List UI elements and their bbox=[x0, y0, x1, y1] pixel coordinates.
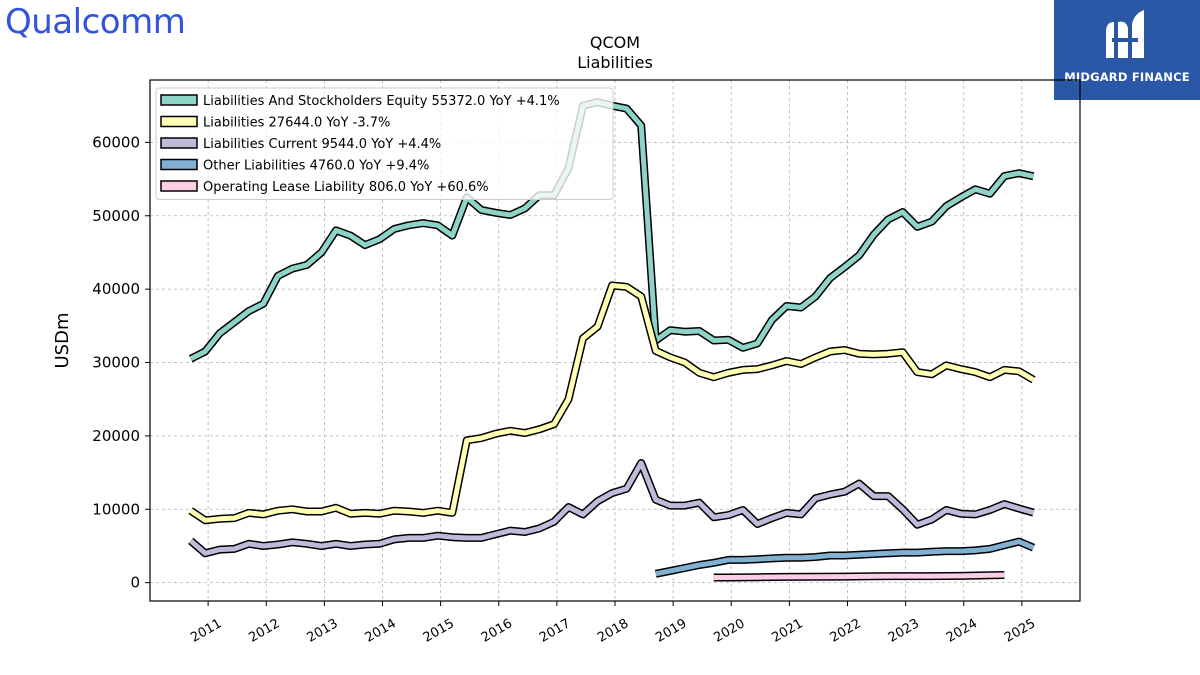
legend-entry: Liabilities 27644.0 YoY -3.7% bbox=[203, 116, 390, 131]
x-tick-label: 2019 bbox=[653, 616, 689, 646]
y-tick-label: 60000 bbox=[92, 133, 140, 151]
qualcomm-wordmark: Qualcomm bbox=[5, 2, 186, 42]
x-tick-label: 2018 bbox=[595, 616, 631, 646]
series-line bbox=[655, 539, 1035, 577]
legend-entry: Other Liabilities 4760.0 YoY +9.4% bbox=[203, 159, 429, 174]
x-tick-label: 2017 bbox=[537, 616, 573, 646]
series-line bbox=[189, 460, 1035, 556]
x-tick-label: 2014 bbox=[363, 616, 399, 646]
x-tick-label: 2023 bbox=[886, 616, 922, 646]
y-tick-label: 50000 bbox=[92, 207, 140, 225]
legend-entry: Operating Lease Liability 806.0 YoY +60.… bbox=[203, 180, 489, 195]
midgard-finance-logo: MIDGARD FINANCE bbox=[1054, 0, 1200, 100]
y-axis-label: USDm bbox=[52, 313, 73, 369]
chart-title: QCOM bbox=[589, 33, 641, 52]
midgard-emblem-icon bbox=[1106, 10, 1144, 59]
legend: Liabilities And Stockholders Equity 5537… bbox=[155, 87, 614, 200]
y-tick-label: 40000 bbox=[92, 280, 140, 298]
x-tick-label: 2016 bbox=[479, 616, 515, 646]
legend-swatch bbox=[160, 180, 198, 192]
legend-swatch bbox=[160, 137, 198, 149]
chart-subtitle: Liabilities bbox=[577, 53, 653, 72]
x-tick-label: 2020 bbox=[711, 616, 747, 646]
legend-swatch bbox=[160, 94, 198, 106]
y-tick-label: 0 bbox=[130, 574, 140, 592]
legend-swatch bbox=[160, 115, 198, 128]
y-tick-label: 30000 bbox=[92, 354, 140, 372]
x-tick-label: 2022 bbox=[828, 616, 864, 646]
x-tick-label: 2015 bbox=[421, 616, 457, 646]
x-tick-label: 2021 bbox=[770, 616, 806, 646]
series-line bbox=[713, 572, 1005, 580]
legend-swatch bbox=[160, 158, 198, 171]
legend-box bbox=[155, 87, 614, 200]
midgard-finance-label: MIDGARD FINANCE bbox=[1064, 70, 1190, 84]
x-tick-label: 2024 bbox=[944, 616, 980, 646]
legend-entry: Liabilities And Stockholders Equity 5537… bbox=[203, 94, 560, 109]
x-tick-label: 2013 bbox=[305, 616, 341, 646]
series-line bbox=[189, 283, 1035, 523]
x-tick-label: 2011 bbox=[188, 616, 224, 646]
y-tick-label: 20000 bbox=[92, 427, 140, 445]
series-outline bbox=[188, 281, 1036, 525]
y-tick-label: 10000 bbox=[92, 500, 140, 518]
x-tick-label: 2025 bbox=[1002, 616, 1038, 646]
x-tick-label: 2012 bbox=[246, 616, 282, 646]
legend-entry: Liabilities Current 9544.0 YoY +4.4% bbox=[203, 137, 441, 152]
